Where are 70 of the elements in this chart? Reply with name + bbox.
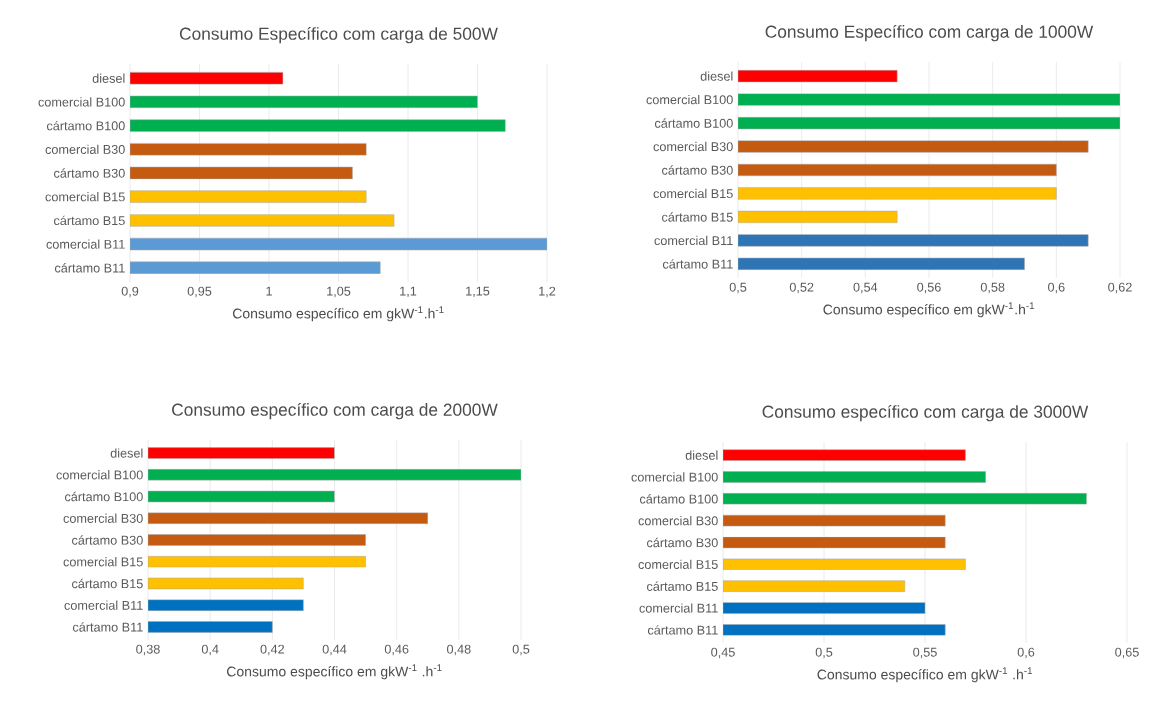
y-tick-label: comercial B11 bbox=[46, 239, 125, 249]
y-tick-label: comercial B15 bbox=[45, 192, 125, 202]
x-tick-label: 0,48 bbox=[447, 644, 471, 656]
x-tick-label: 0,46 bbox=[384, 644, 409, 656]
chart-title: Consumo Específico com carga de 500W bbox=[179, 26, 498, 44]
x-tick-label: 0,44 bbox=[322, 644, 347, 656]
x-tick-label: 1,05 bbox=[327, 286, 351, 298]
x-tick-label: 0,6 bbox=[1017, 647, 1035, 659]
x-tick-label: 0,5 bbox=[815, 647, 833, 659]
x-tick-label: 1,15 bbox=[466, 286, 490, 298]
x-tick-label: 0,6 bbox=[1048, 282, 1065, 294]
chart-title: Consumo Específico com carga de 1000W bbox=[765, 24, 1094, 42]
x-tick-label: 0,55 bbox=[913, 647, 937, 659]
y-tick-label: cártamo B15 bbox=[647, 581, 718, 591]
x-tick-label: 0,5 bbox=[729, 282, 747, 294]
y-tick-label: comercial B11 bbox=[64, 600, 143, 610]
x-axis-title: Consumo específico em gkW$^{-1}$ .h$^{-1}$ bbox=[817, 667, 1033, 683]
y-tick-label: cártamo B11 bbox=[72, 622, 143, 632]
y-tick-label: comercial B100 bbox=[38, 97, 125, 107]
y-tick-label: comercial B100 bbox=[631, 472, 718, 482]
y-tick-label: cártamo B100 bbox=[654, 118, 733, 128]
y-tick-label: comercial B30 bbox=[638, 516, 718, 526]
y-tick-label: comercial B11 bbox=[654, 235, 733, 246]
y-tick-label: diesel bbox=[110, 448, 143, 458]
x-tick-label: 1 bbox=[266, 286, 272, 296]
y-tick-label: diesel bbox=[685, 450, 718, 460]
y-tick-label: comercial B15 bbox=[638, 559, 718, 569]
chart-title: Consumo específico com carga de 3000W bbox=[762, 404, 1089, 422]
y-tick-label: comercial B30 bbox=[45, 144, 125, 154]
y-tick-label: comercial B11 bbox=[639, 603, 718, 613]
x-tick-label: 0,56 bbox=[917, 282, 941, 294]
y-tick-label: diesel bbox=[700, 71, 733, 81]
y-tick-label: diesel bbox=[92, 73, 125, 83]
x-tick-label: 0,45 bbox=[711, 647, 735, 659]
x-tick-label: 0,62 bbox=[1108, 282, 1132, 294]
x-tick-label: 0,4 bbox=[201, 644, 219, 656]
x-axis-title: Consumo específico em gkW$^{-1}$.h$^{-1}$ bbox=[823, 302, 1035, 318]
y-tick-label: comercial B30 bbox=[63, 513, 143, 523]
x-tick-label: 0,42 bbox=[260, 644, 285, 656]
y-tick-label: comercial B100 bbox=[646, 94, 733, 105]
x-axis-title: Consumo específico em gkW$^{-1}$.h$^{-1}$ bbox=[232, 306, 444, 322]
y-tick-label: cártamo B11 bbox=[647, 625, 718, 635]
y-tick-label: cártamo B100 bbox=[639, 494, 718, 504]
y-tick-label: cártamo B30 bbox=[54, 168, 125, 178]
y-tick-label: cártamo B15 bbox=[72, 578, 143, 589]
x-tick-label: 0,54 bbox=[853, 282, 878, 294]
x-tick-label: 0,65 bbox=[1115, 647, 1139, 659]
x-tick-label: 1,2 bbox=[539, 286, 556, 298]
x-tick-label: 0,95 bbox=[187, 286, 212, 298]
y-tick-label: cártamo B11 bbox=[662, 259, 733, 269]
y-tick-label: cártamo B30 bbox=[647, 537, 718, 548]
y-tick-label: cártamo B30 bbox=[662, 165, 733, 175]
x-tick-label: 0,9 bbox=[121, 286, 139, 298]
x-tick-label: 1,1 bbox=[400, 286, 417, 298]
y-tick-label: comercial B15 bbox=[63, 557, 143, 567]
y-tick-label: comercial B100 bbox=[56, 470, 143, 480]
x-tick-label: 0,58 bbox=[980, 282, 1005, 294]
chart-title: Consumo específico com carga de 2000W bbox=[172, 402, 498, 420]
x-tick-label: 0,38 bbox=[136, 644, 160, 656]
y-tick-label: comercial B30 bbox=[653, 141, 733, 152]
y-tick-label: cártamo B100 bbox=[46, 120, 125, 131]
y-tick-label: comercial B15 bbox=[653, 188, 733, 199]
x-tick-label: 0,52 bbox=[789, 282, 814, 294]
x-tick-label: 0,5 bbox=[512, 644, 530, 656]
y-tick-label: cártamo B30 bbox=[72, 535, 143, 545]
y-tick-label: cártamo B15 bbox=[662, 212, 733, 222]
y-tick-label: cártamo B100 bbox=[64, 491, 143, 502]
x-axis-title: Consumo específico em gkW$^{-1}$ .h$^{-1}$ bbox=[227, 664, 442, 680]
y-tick-label: cártamo B15 bbox=[54, 215, 125, 226]
y-tick-label: cártamo B11 bbox=[54, 263, 125, 273]
